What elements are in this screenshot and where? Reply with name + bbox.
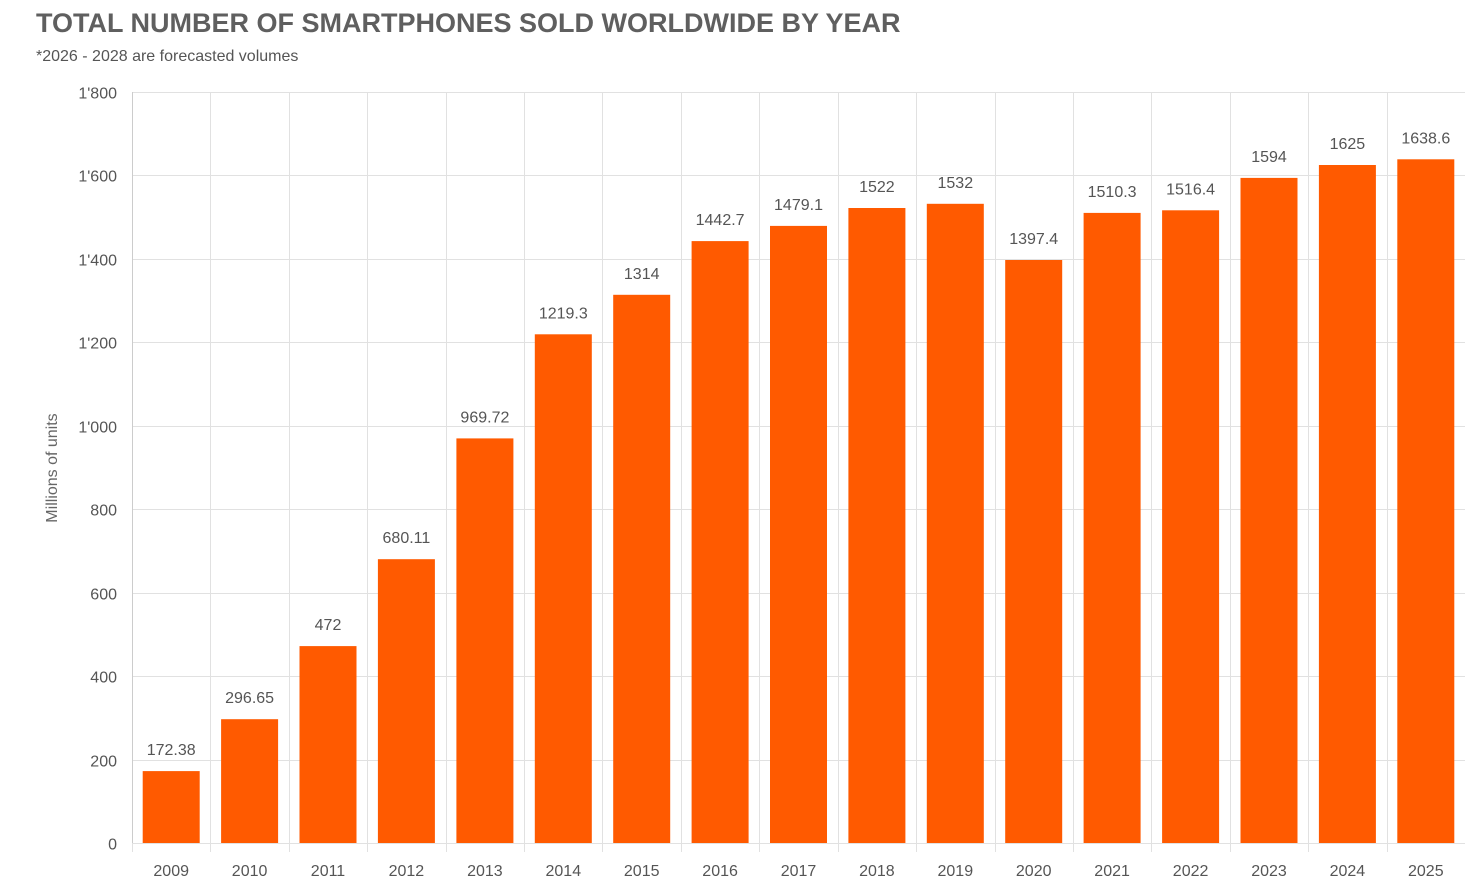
bar-2014 — [534, 334, 592, 843]
data-label-2011: 472 — [315, 617, 342, 634]
data-label-2022: 1516.4 — [1166, 181, 1215, 198]
bar-2024 — [1318, 165, 1376, 843]
x-tick-label: 2010 — [232, 863, 268, 880]
y-tick-label: 600 — [90, 587, 117, 604]
x-tick-label: 2025 — [1408, 863, 1444, 880]
data-label-2020: 1397.4 — [1009, 231, 1058, 248]
data-label-2012: 680.11 — [383, 530, 431, 547]
axes: 0 200 400 600 800 1'000 1'200 1'400 1'600 1'800 20… — [44, 86, 1444, 881]
data-label-2014: 1219.3 — [539, 305, 588, 322]
y-tick-label: 400 — [90, 670, 117, 687]
bars — [142, 159, 1455, 844]
data-labels: 172.38 296.65 472 680.11 969.72 1219.3 1314 144… — [147, 130, 1451, 759]
chart-subtitle: *2026 - 2028 are forecasted volumes — [36, 48, 299, 65]
bar-2010 — [221, 719, 279, 843]
data-label-2023: 1594 — [1251, 149, 1287, 166]
data-label-2025: 1638.6 — [1401, 130, 1450, 147]
x-tick-label: 2009 — [153, 863, 189, 880]
y-tick-label: 800 — [90, 503, 117, 520]
x-tick-label: 2018 — [859, 863, 895, 880]
data-label-2015: 1314 — [624, 266, 660, 283]
y-axis-title: Millions of units — [44, 413, 61, 522]
x-tick-label: 2014 — [546, 863, 582, 880]
bar-2022 — [1162, 210, 1220, 844]
y-tick-label: 200 — [90, 754, 117, 771]
x-tick-label: 2015 — [624, 863, 660, 880]
x-tick-label: 2020 — [1016, 863, 1052, 880]
y-tick-label: 1'200 — [78, 336, 117, 353]
x-tick-label: 2023 — [1251, 863, 1287, 880]
x-tick-label: 2017 — [781, 863, 817, 880]
bar-2009 — [142, 771, 200, 843]
data-label-2021: 1510.3 — [1088, 184, 1137, 201]
bar-2019 — [926, 203, 984, 844]
x-tick-label: 2012 — [389, 863, 425, 880]
data-label-2018: 1522 — [859, 179, 895, 196]
data-label-2019: 1532 — [938, 175, 974, 192]
bar-2025 — [1397, 159, 1455, 844]
data-label-2013: 969.72 — [460, 409, 509, 426]
data-label-2010: 296.65 — [225, 690, 274, 707]
x-tick-label: 2022 — [1173, 863, 1209, 880]
y-tick-label: 0 — [108, 837, 117, 854]
y-tick-label: 1'400 — [78, 253, 117, 270]
chart-title: TOTAL NUMBER OF SMARTPHONES SOLD WORLDWI… — [36, 8, 901, 38]
bar-2021 — [1083, 212, 1141, 843]
bar-2015 — [613, 294, 671, 843]
bar-2016 — [691, 241, 749, 844]
x-tick-label: 2016 — [702, 863, 738, 880]
bar-2012 — [377, 559, 435, 843]
x-tick-label: 2019 — [938, 863, 974, 880]
x-tick-label: 2021 — [1094, 863, 1130, 880]
data-label-2024: 1625 — [1330, 136, 1366, 153]
y-tick-label: 1'000 — [78, 420, 117, 437]
y-tick-label: 1'600 — [78, 169, 117, 186]
bar-2018 — [848, 208, 906, 843]
bar-2013 — [456, 438, 514, 843]
bar-2023 — [1240, 177, 1298, 843]
x-tick-label: 2011 — [311, 863, 346, 880]
bar-2011 — [299, 646, 357, 843]
data-label-2017: 1479.1 — [774, 197, 823, 214]
x-tick-label: 2013 — [467, 863, 503, 880]
y-tick-label: 1'800 — [78, 86, 117, 103]
data-label-2016: 1442.7 — [696, 212, 745, 229]
data-label-2009: 172.38 — [147, 742, 196, 759]
bar-2020 — [1005, 260, 1063, 843]
bar-2017 — [770, 225, 827, 843]
x-tick-label: 2024 — [1330, 863, 1366, 880]
